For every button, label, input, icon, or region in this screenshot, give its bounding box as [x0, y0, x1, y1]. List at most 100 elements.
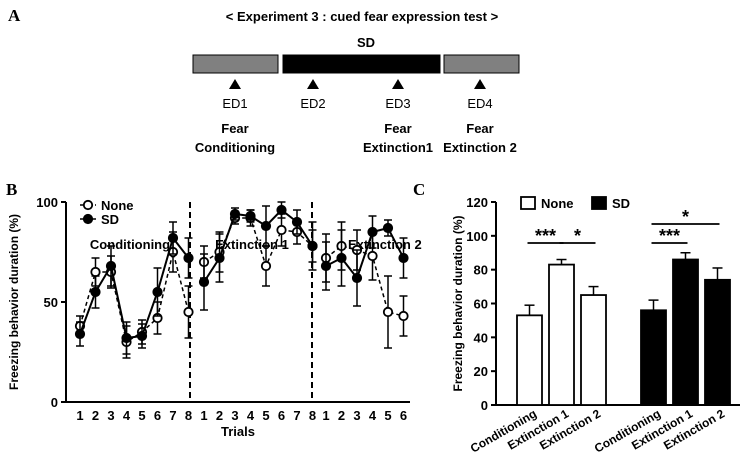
data-point-sd	[351, 272, 363, 284]
x-tick-label: 8	[185, 408, 192, 423]
data-point-sd	[398, 252, 409, 264]
marker-phase-label: Conditioning	[195, 140, 275, 155]
significance-label: *	[574, 226, 581, 246]
y-tick-label: 100	[36, 195, 58, 210]
segment-label: Conditioning	[90, 237, 170, 252]
data-point-none	[382, 306, 394, 318]
marker-phase-label: Fear	[221, 121, 248, 136]
timeline-extinction2-bar	[443, 54, 520, 74]
bar-none	[548, 263, 575, 406]
data-point-none	[90, 266, 101, 278]
y-tick-label: 120	[466, 195, 488, 210]
legend-label: None	[541, 196, 574, 211]
x-tick-label: 7	[293, 408, 300, 423]
x-tick-label: 5	[262, 408, 269, 423]
panel-a-letter: A	[8, 6, 21, 25]
legend-marker-sd	[82, 213, 94, 225]
data-point-sd	[183, 252, 194, 264]
data-point-sd	[291, 216, 303, 228]
data-point-sd	[245, 210, 256, 222]
bar-none	[516, 314, 543, 406]
data-point-sd	[276, 204, 287, 216]
marker-phase-label: Extinction1	[363, 140, 433, 155]
legend-label: SD	[612, 196, 630, 211]
y-tick-label: 0	[481, 398, 488, 413]
panel-a-title: < Experiment 3 : cued fear expression te…	[226, 9, 499, 24]
data-point-sd	[320, 260, 332, 272]
x-tick-label: 1	[76, 408, 83, 423]
y-tick-label: 20	[474, 364, 488, 379]
data-point-sd	[229, 208, 241, 220]
significance-label: *	[682, 207, 689, 227]
data-point-sd	[74, 328, 86, 340]
x-tick-label: 6	[400, 408, 407, 423]
x-axis-label: Trials	[221, 424, 255, 439]
x-tick-label: 5	[384, 408, 391, 423]
data-point-sd	[105, 260, 117, 272]
data-point-none	[398, 310, 409, 322]
data-point-none	[260, 260, 272, 272]
y-tick-label: 0	[51, 395, 58, 410]
y-tick-label: 40	[474, 330, 488, 345]
data-point-sd	[167, 232, 179, 244]
marker-ed-label: ED2	[300, 96, 325, 111]
x-tick-label: 6	[278, 408, 285, 423]
bar-sd	[672, 258, 699, 406]
timeline-sd-bar	[282, 54, 441, 74]
bar-sd	[640, 309, 667, 406]
data-point-sd	[152, 286, 163, 298]
segment-label: Extinction 1	[215, 237, 289, 252]
data-point-sd	[121, 332, 132, 344]
marker-triangle-icon	[392, 79, 404, 89]
data-point-sd	[336, 252, 347, 264]
marker-ed-label: ED4	[467, 96, 492, 111]
marker-ed-label: ED1	[222, 96, 247, 111]
marker-triangle-icon	[229, 79, 241, 89]
data-point-none	[183, 306, 194, 318]
legend-marker-none	[82, 199, 94, 211]
legend-swatch-sd	[591, 196, 607, 210]
marker-triangle-icon	[474, 79, 486, 89]
x-tick-label: 6	[154, 408, 161, 423]
marker-phase-label: Fear	[384, 121, 411, 136]
y-axis-label: Freezing behavior duration (%)	[7, 214, 21, 390]
x-tick-label: 4	[123, 408, 131, 423]
legend-label: SD	[101, 212, 119, 227]
legend-label: None	[101, 198, 134, 213]
data-point-none	[276, 224, 287, 236]
panel-c-letter: C	[413, 180, 425, 199]
x-tick-label: 4	[247, 408, 255, 423]
x-tick-label: 2	[216, 408, 223, 423]
data-point-sd	[382, 222, 394, 234]
data-point-sd	[307, 240, 318, 252]
series-line-none	[203, 217, 314, 269]
timeline-conditioning-bar	[192, 54, 279, 74]
data-point-sd	[90, 286, 101, 298]
data-point-sd	[136, 330, 148, 342]
x-tick-label: 3	[107, 408, 114, 423]
data-point-none	[367, 250, 378, 262]
x-tick-label: 3	[353, 408, 360, 423]
marker-triangle-icon	[307, 79, 319, 89]
y-axis-label: Freezing behavior duration (%)	[451, 215, 465, 391]
x-tick-label: 1	[322, 408, 329, 423]
x-tick-label: 5	[138, 408, 145, 423]
bar-none	[580, 294, 607, 406]
marker-phase-label: Fear	[466, 121, 493, 136]
x-tick-label: 7	[169, 408, 176, 423]
y-tick-label: 50	[44, 295, 58, 310]
y-tick-label: 80	[474, 263, 488, 278]
data-point-sd	[367, 226, 378, 238]
marker-phase-label: Extinction 2	[443, 140, 517, 155]
legend-swatch-none	[520, 196, 536, 210]
x-tick-label: 1	[200, 408, 207, 423]
x-tick-label: 3	[231, 408, 238, 423]
panel-b-letter: B	[6, 180, 17, 199]
bar-sd	[704, 278, 731, 406]
x-tick-label: 2	[338, 408, 345, 423]
x-tick-label: 2	[92, 408, 99, 423]
significance-label: ***	[659, 226, 680, 246]
x-tick-label: 4	[369, 408, 377, 423]
data-point-sd	[198, 276, 210, 288]
